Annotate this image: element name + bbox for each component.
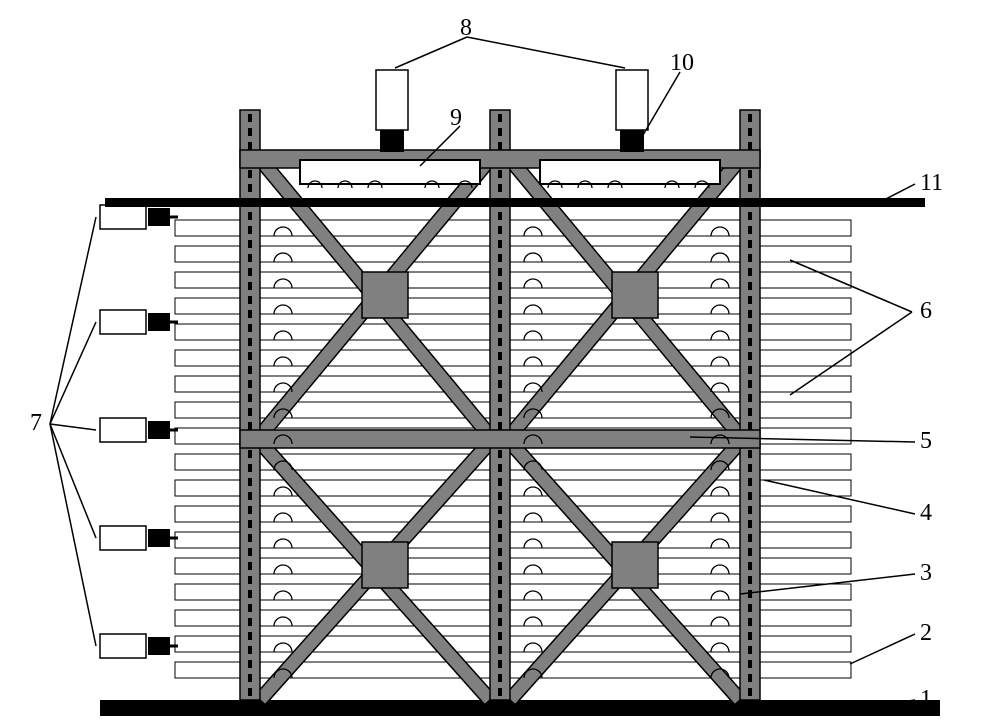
side-actuator-head — [148, 313, 170, 331]
label-1: 1 — [920, 686, 932, 712]
label-2: 2 — [920, 620, 932, 646]
top-actuator-head — [620, 130, 644, 152]
rail-plate — [540, 160, 720, 184]
diagram-svg: 1 2 3 4 5 6 7 8 9 10 11 — [0, 0, 1000, 728]
label-4: 4 — [920, 500, 932, 526]
side-actuators — [100, 205, 178, 658]
side-actuator-head — [148, 529, 170, 547]
side-actuator-body — [100, 634, 146, 658]
label-6: 6 — [920, 298, 932, 324]
label-7: 7 — [30, 410, 42, 436]
side-actuator-head — [148, 637, 170, 655]
side-actuator-body — [100, 526, 146, 550]
top-black-member — [105, 198, 925, 207]
top-actuator-body — [376, 70, 408, 130]
joint-plate — [362, 542, 408, 588]
label-5: 5 — [920, 428, 932, 454]
top-actuator-body — [616, 70, 648, 130]
top-actuators — [376, 70, 648, 152]
label-3: 3 — [920, 560, 932, 586]
label-11: 11 — [920, 170, 943, 196]
leader-lines — [50, 37, 915, 708]
joint-plate — [612, 272, 658, 318]
top-actuator-head — [380, 130, 404, 152]
side-actuator-head — [148, 208, 170, 226]
base-plate — [100, 700, 940, 716]
joint-plate — [362, 272, 408, 318]
joint-plate — [612, 542, 658, 588]
side-actuator-head — [148, 421, 170, 439]
label-8: 8 — [460, 15, 472, 41]
side-actuator-body — [100, 310, 146, 334]
rail-plate — [300, 160, 480, 184]
label-9: 9 — [450, 105, 462, 131]
side-actuator-body — [100, 418, 146, 442]
label-10: 10 — [670, 50, 694, 76]
side-actuator-body — [100, 205, 146, 229]
mid-beam — [240, 430, 760, 448]
